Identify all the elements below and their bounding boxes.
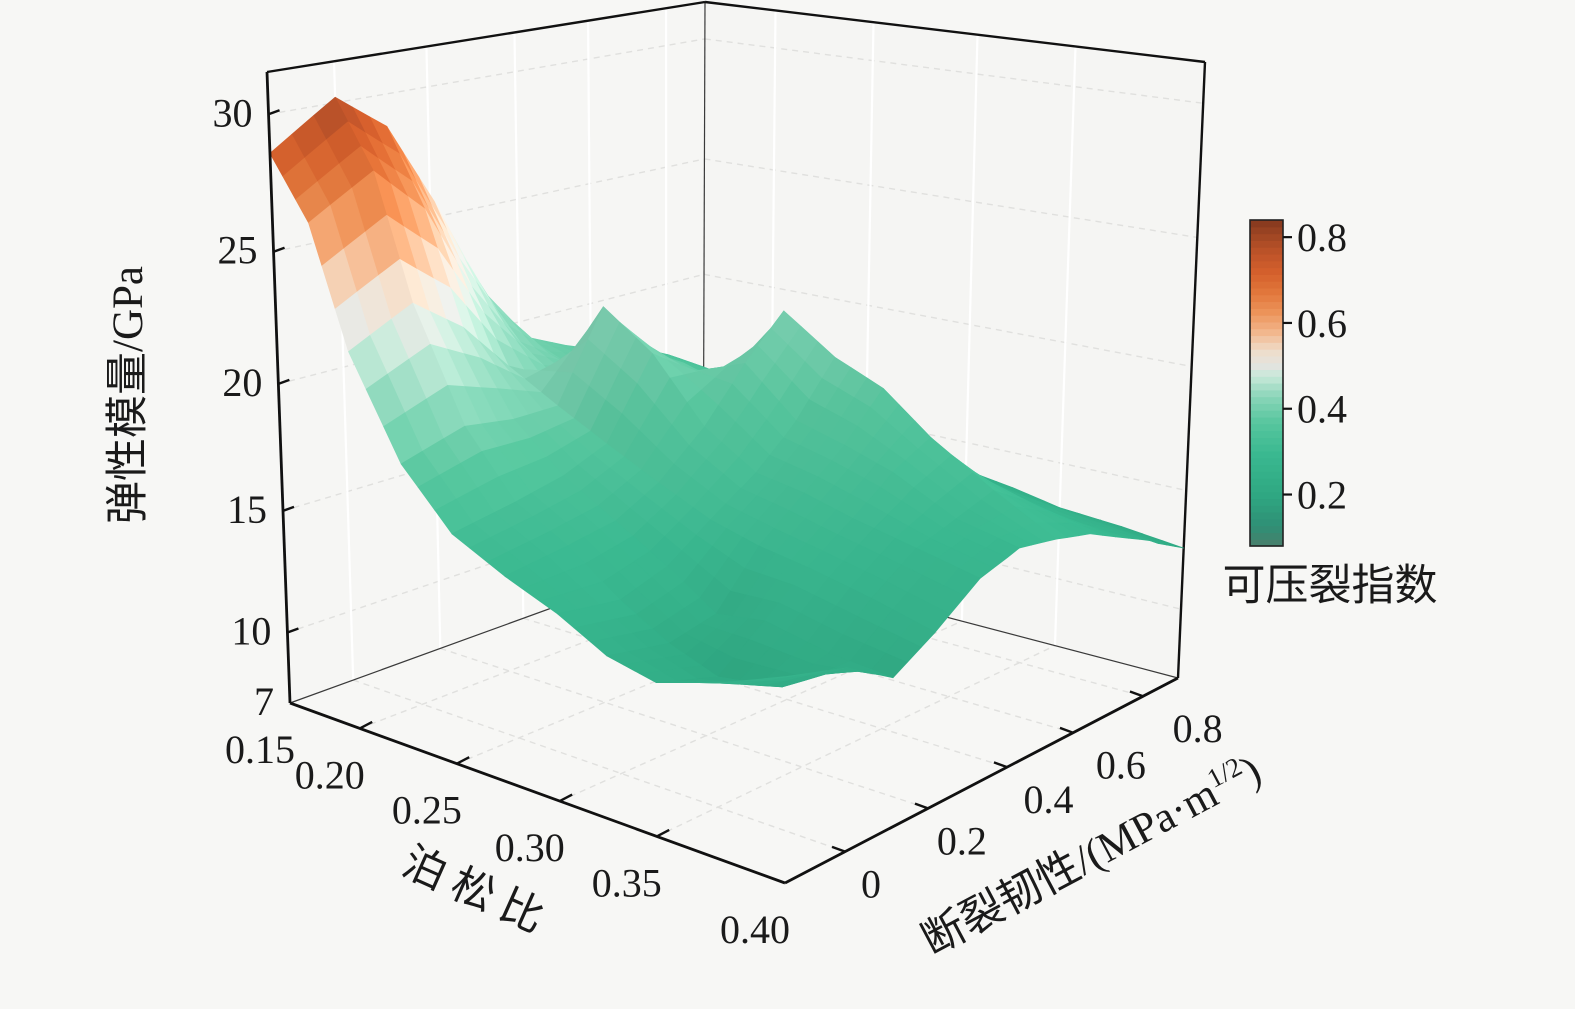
x-tick-label: 0.20 xyxy=(295,752,365,797)
x-tick-label: 0.40 xyxy=(720,907,790,952)
z-tick-label: 15 xyxy=(227,487,267,532)
colorbar-tick-label: 0.2 xyxy=(1297,473,1347,518)
colorbar: 0.2 0.4 0.6 0.8 xyxy=(1249,215,1347,547)
y-tick-label: 0.2 xyxy=(937,818,987,863)
colorbar-tick-label: 0.8 xyxy=(1297,215,1347,260)
y-tick-label: 0 xyxy=(861,862,881,907)
z-tick-label: 7 xyxy=(254,679,274,724)
y-tick-label: 0.8 xyxy=(1173,706,1223,751)
z-axis-title: 弹性模量/GPa xyxy=(105,266,152,524)
y-tick-label: 0.6 xyxy=(1096,743,1146,788)
colorbar-tick-label: 0.6 xyxy=(1297,301,1347,346)
colorbar-tick-label: 0.4 xyxy=(1297,387,1347,432)
z-tick-label: 10 xyxy=(231,609,271,654)
z-tick-label: 20 xyxy=(222,360,262,405)
z-tick-label: 30 xyxy=(213,90,253,135)
back-edges xyxy=(266,0,1207,704)
x-tick-label: 0.35 xyxy=(592,860,662,905)
x-tick-label: 0.15 xyxy=(225,727,295,772)
axis-frame xyxy=(265,71,1179,885)
x-tick-label: 0.30 xyxy=(495,825,565,870)
surface-mesh xyxy=(269,96,1185,688)
z-tick-label: 25 xyxy=(218,228,258,273)
colorbar-title: 可压裂指数 xyxy=(1223,563,1438,610)
x-tick-label: 0.25 xyxy=(392,788,462,833)
tick-labels: 7 10 15 20 25 30 0.150.20 0.25 0.30 0.35 0.40 0 0.2 0… xyxy=(213,90,1223,952)
y-tick-label: 0.4 xyxy=(1024,777,1074,822)
tick-marks xyxy=(268,109,1144,853)
